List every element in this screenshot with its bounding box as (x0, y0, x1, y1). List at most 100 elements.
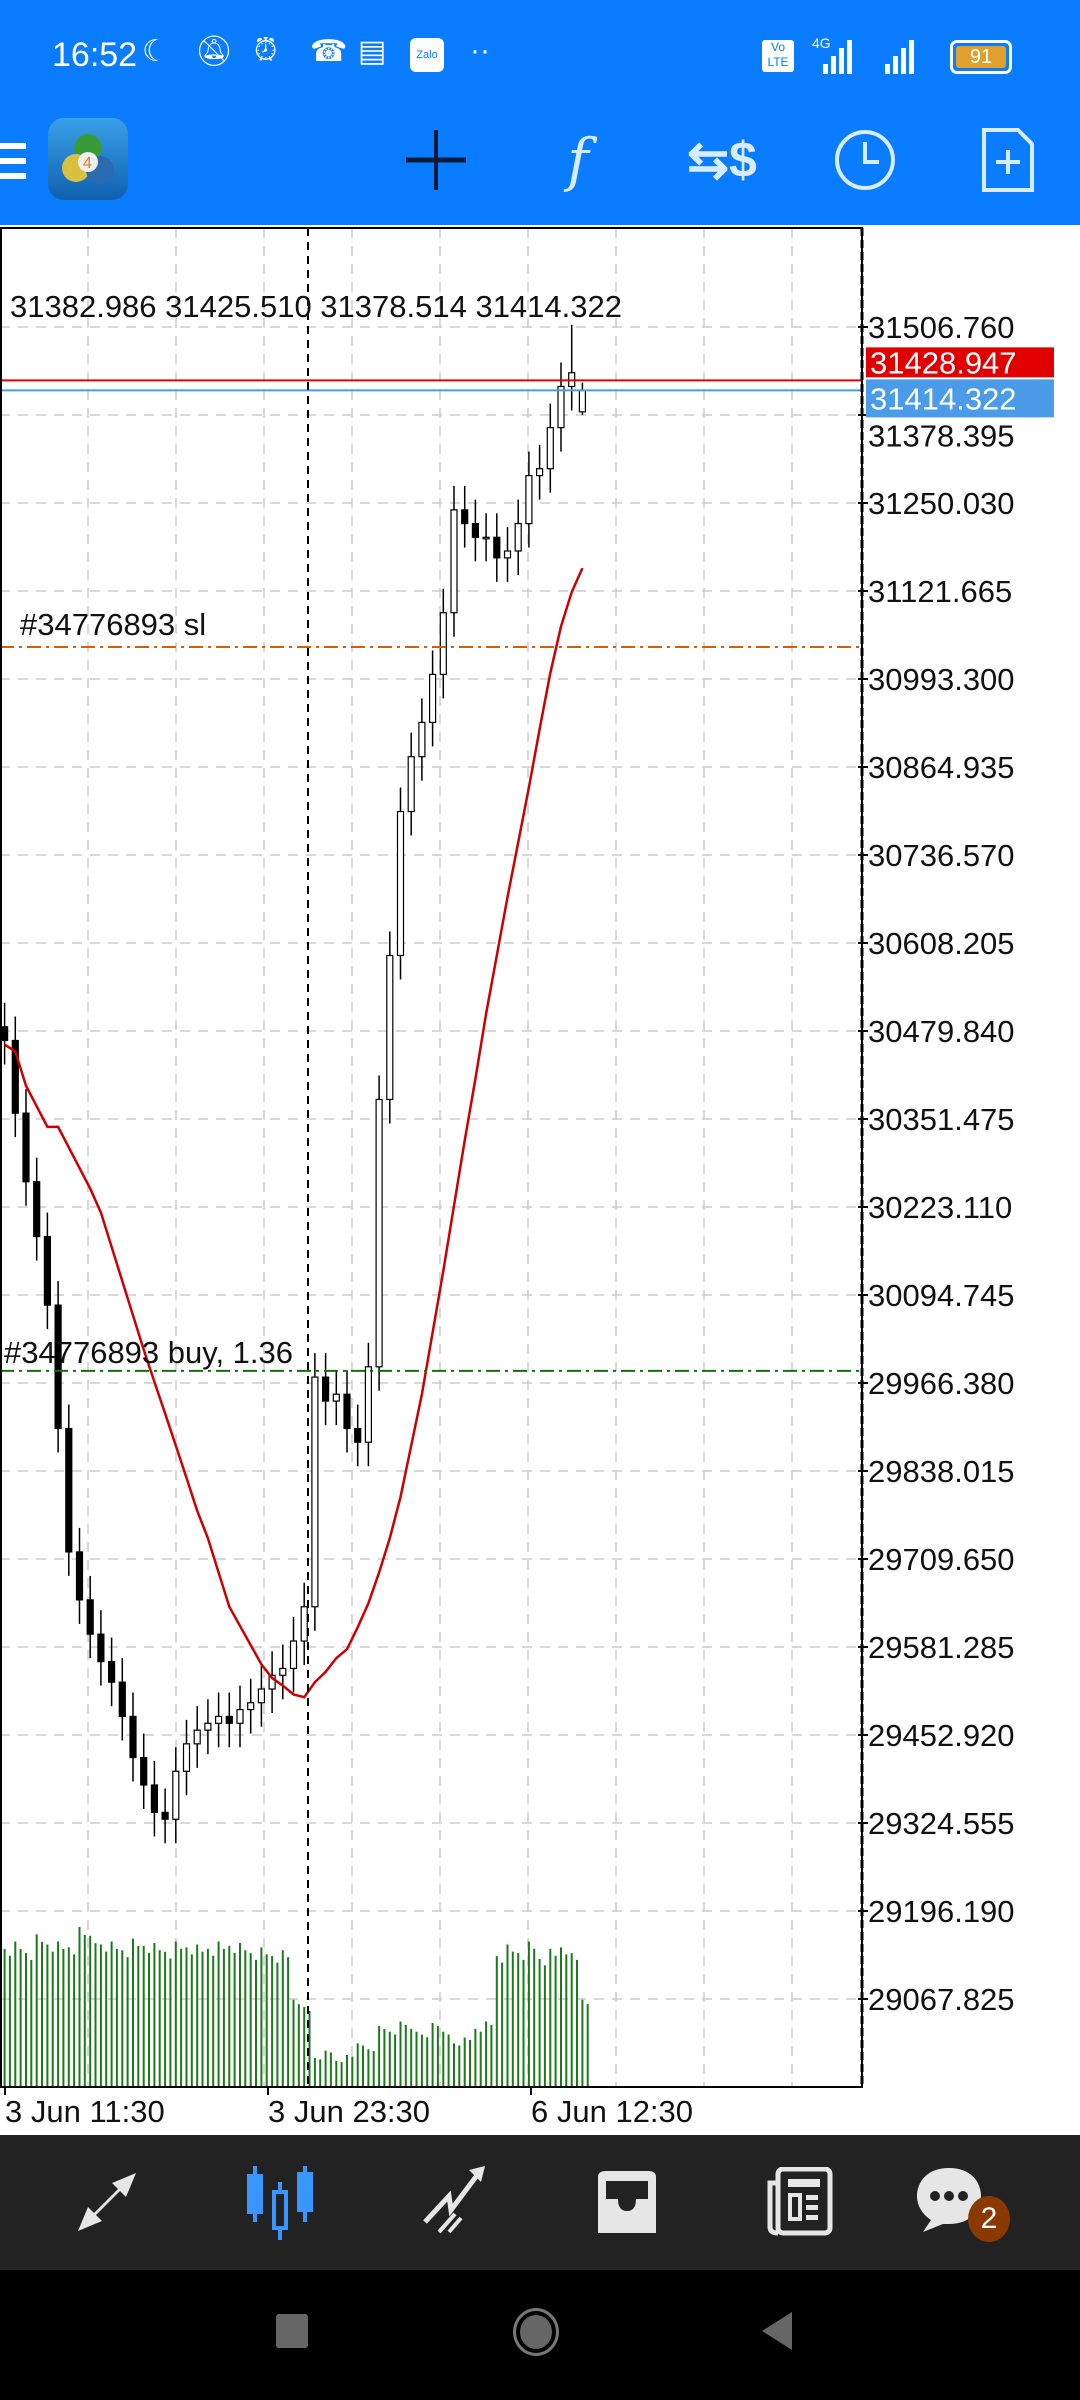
volte-icon: Vo LTE (762, 40, 794, 72)
candle-body (535, 468, 544, 477)
chart-grid (0, 228, 862, 2087)
bid-price-label: 31414.322 (870, 381, 1017, 416)
missed-call-icon: ☎︎ (310, 35, 348, 68)
time-tick-label: 6 Jun 12:30 (531, 2094, 693, 2129)
candle-body (268, 1674, 276, 1690)
candle-body (300, 1606, 308, 1642)
volume-histogram (3, 1927, 589, 2087)
bid-price-box (866, 379, 1054, 418)
price-tick-label: 31250.030 (868, 486, 1015, 521)
price-tick-label: 29324.555 (868, 1806, 1015, 1841)
trade-dollar-icon[interactable]: ⇆$ (687, 132, 757, 188)
candle-body (343, 1393, 351, 1430)
crosshair-icon[interactable] (396, 120, 476, 200)
price-tick-label: 30864.935 (868, 750, 1015, 785)
candle-body (33, 1181, 41, 1238)
candle-body (129, 1715, 137, 1759)
menu-icon[interactable] (0, 143, 26, 188)
price-tick-label: 29452.920 (868, 1718, 1015, 1753)
candle-body (150, 1784, 158, 1814)
price-tick-label: 30479.840 (868, 1014, 1015, 1049)
price-tick-label: 29581.285 (868, 1630, 1015, 1665)
candle-body (493, 536, 501, 559)
history-icon[interactable] (582, 2157, 672, 2247)
plot-frame (0, 227, 863, 2088)
candle-body (450, 509, 458, 614)
time-axis: 3 Jun 11:30 3 Jun 23:30 6 Jun 12:30 (4, 2087, 693, 2129)
metatrader-logo[interactable]: 4 (48, 118, 128, 200)
candle-body (54, 1304, 62, 1430)
price-tick-label: 31506.760 (868, 310, 1015, 345)
candle-body (482, 536, 490, 540)
candle-body (161, 1811, 169, 1820)
price-tick-label: 29067.825 (868, 1982, 1015, 2017)
news-icon[interactable] (754, 2157, 844, 2247)
candle-body (407, 756, 415, 813)
network-type: 4G (812, 35, 831, 51)
candle-body (140, 1756, 148, 1786)
battery-icon: 91 (950, 40, 1012, 74)
quotes-icon[interactable] (62, 2157, 152, 2247)
messages-icon[interactable] (908, 2157, 998, 2247)
price-tick-label: 30993.300 (868, 662, 1015, 697)
candle-body (386, 954, 394, 1101)
timeframe-clock-icon[interactable] (825, 120, 905, 200)
candle-body (247, 1702, 255, 1711)
time-tick-label: 3 Jun 11:30 (5, 2094, 165, 2129)
candle-body (354, 1427, 362, 1443)
time-tick-label: 3 Jun 23:30 (268, 2094, 430, 2129)
candlesticks (0, 324, 587, 1844)
candle-body (578, 389, 587, 413)
svg-text:4: 4 (83, 155, 92, 172)
new-order-icon[interactable] (968, 120, 1048, 200)
price-tick-label: 30351.475 (868, 1102, 1015, 1137)
candle-body (0, 1026, 9, 1042)
price-tick-label: 29966.380 (868, 1366, 1015, 1401)
candle-body (429, 673, 437, 723)
candle-body (375, 1098, 383, 1368)
candle-body (322, 1376, 330, 1402)
candle-body (514, 522, 522, 552)
candle-body (471, 522, 479, 538)
recents-button[interactable] (276, 2314, 308, 2348)
candle-body (22, 1112, 30, 1183)
candle-body (86, 1599, 94, 1635)
candle-body (11, 1039, 19, 1114)
candle-body (65, 1427, 73, 1553)
zalo-icon: Zalo (410, 38, 444, 72)
price-tick-label: 29709.650 (868, 1542, 1015, 1577)
candle-body (289, 1640, 298, 1670)
price-tick-label: 29838.015 (868, 1454, 1015, 1489)
ask-price-label: 31428.947 (870, 345, 1017, 380)
candle-body (546, 427, 554, 470)
battery-level: 91 (956, 46, 1006, 68)
moving-average-line (3, 567, 584, 1699)
candle-body (172, 1770, 180, 1820)
candle-body (182, 1743, 191, 1772)
candle-body (364, 1366, 372, 1443)
alarm-icon: ⏰︎ (254, 34, 278, 67)
candle-body (332, 1393, 340, 1402)
price-tick-label: 31378.395 (868, 418, 1015, 453)
home-button[interactable] (513, 2308, 559, 2356)
candle-body (557, 385, 565, 429)
top-bar: 16:52 ☾ 🔕︎ ⏰︎ ☎︎ ▤ Zalo ·· Vo LTE 4G 91 … (0, 0, 1080, 225)
indicators-f-icon[interactable]: f (567, 126, 589, 194)
status-time: 16:52 (52, 36, 138, 74)
moon-icon: ☾ (142, 35, 169, 68)
messages-badge: 2 (968, 2196, 1010, 2242)
price-tick-label: 30608.205 (868, 926, 1015, 961)
candle-body (43, 1235, 52, 1306)
candle-body (97, 1633, 105, 1663)
candle-body (279, 1667, 287, 1676)
chart-icon[interactable] (235, 2157, 325, 2247)
back-button[interactable] (762, 2312, 792, 2350)
price-tick-label: 29196.190 (868, 1894, 1015, 1929)
candle-body (396, 810, 405, 957)
price-chart[interactable]: #34776893 sl #34776893 buy, 1.36 31382.9… (0, 0, 1080, 2135)
price-axis: 31506.760 31378.395 31250.030 31121.665 3099… (858, 310, 1015, 2017)
stop-loss-label: #34776893 sl (20, 607, 206, 642)
trade-icon[interactable] (409, 2157, 499, 2247)
candle-body (236, 1708, 244, 1724)
candle-body (193, 1729, 201, 1745)
